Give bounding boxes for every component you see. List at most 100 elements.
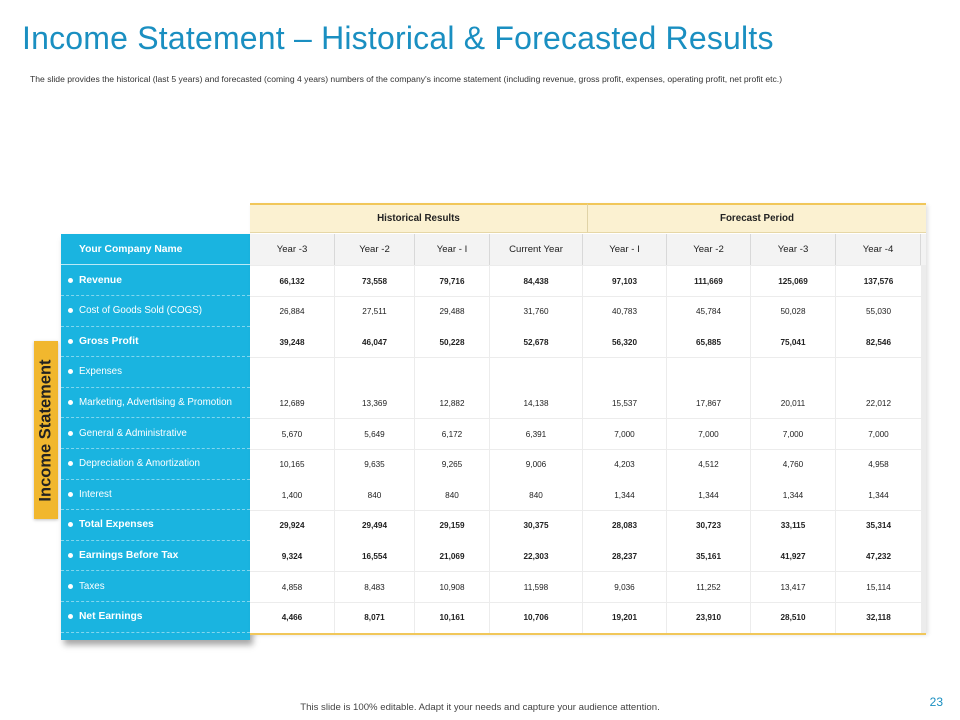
table-cell: 39,248 bbox=[250, 327, 334, 358]
table-cell: 10,908 bbox=[415, 572, 489, 602]
table-cell bbox=[751, 357, 835, 388]
table-cell: 1,344 bbox=[836, 480, 921, 511]
table-cell: 10,706 bbox=[490, 602, 582, 633]
table-row: 29,924 29,494 29,159 30,375 28,083 30,723 33,1… bbox=[250, 510, 926, 541]
table-cell: 1,344 bbox=[583, 480, 666, 511]
table-cell: 22,303 bbox=[490, 541, 582, 572]
table-cell: 840 bbox=[490, 480, 582, 511]
income-statement-table: Historical Results Forecast Period Year … bbox=[250, 203, 926, 635]
table-cell: 9,006 bbox=[490, 449, 582, 480]
table-cell: 55,030 bbox=[836, 296, 921, 327]
row-label-text: Gross Profit bbox=[79, 335, 139, 347]
table-cell: 28,510 bbox=[751, 602, 835, 633]
row-label: Expenses bbox=[61, 357, 250, 388]
table-cell: 84,438 bbox=[490, 266, 582, 296]
table-cell: 75,041 bbox=[751, 327, 835, 358]
table-cell: 20,011 bbox=[751, 388, 835, 419]
row-label: Net Earnings bbox=[61, 602, 250, 633]
table-cell: 12,882 bbox=[415, 388, 489, 419]
bullet-dot-icon bbox=[68, 583, 73, 589]
table-cell bbox=[583, 357, 666, 388]
table-cell: 52,678 bbox=[490, 327, 582, 358]
table-cell: 30,375 bbox=[490, 510, 582, 541]
table-cell: 41,927 bbox=[751, 541, 835, 572]
table-cell: 9,635 bbox=[335, 449, 414, 480]
table-cell: 47,232 bbox=[836, 541, 921, 572]
table-cell: 16,554 bbox=[335, 541, 414, 572]
table-cell: 30,723 bbox=[667, 510, 750, 541]
table-cell: 35,314 bbox=[836, 510, 921, 541]
row-label: Gross Profit bbox=[61, 326, 250, 358]
table-cell bbox=[667, 357, 750, 388]
table-cell: 11,252 bbox=[667, 572, 750, 602]
column-header: Year -3 bbox=[751, 234, 836, 265]
table-cell: 9,265 bbox=[415, 449, 489, 480]
table-cell: 8,483 bbox=[335, 572, 414, 602]
row-label-text: Earnings Before Tax bbox=[79, 549, 179, 561]
table-cell: 29,159 bbox=[415, 510, 489, 541]
table-cell: 1,344 bbox=[667, 480, 750, 511]
table-cell: 17,867 bbox=[667, 388, 750, 419]
table-cell: 4,512 bbox=[667, 449, 750, 480]
table-cell: 40,783 bbox=[583, 296, 666, 327]
bullet-dot-icon bbox=[68, 369, 73, 375]
table-cell: 26,884 bbox=[250, 296, 334, 327]
row-label-text: Interest bbox=[79, 488, 112, 500]
table-cell: 5,649 bbox=[335, 419, 414, 449]
table-cell: 4,203 bbox=[583, 449, 666, 480]
row-label-text: Marketing, Advertising & Promotion bbox=[79, 396, 233, 408]
table-cell: 19,201 bbox=[583, 602, 666, 633]
column-header: Year -3 bbox=[250, 234, 335, 265]
row-label: Cost of Goods Sold (COGS) bbox=[61, 296, 250, 327]
row-label: Taxes bbox=[61, 571, 250, 602]
table-cell: 10,161 bbox=[415, 602, 489, 633]
column-header: Year -4 bbox=[836, 234, 921, 265]
table-cell: 23,910 bbox=[667, 602, 750, 633]
table-cell: 8,071 bbox=[335, 602, 414, 633]
table-row: 26,884 27,511 29,488 31,760 40,783 45,784 50,0… bbox=[250, 296, 926, 327]
table-row: 4,858 8,483 10,908 11,598 9,036 11,252 13,417 1… bbox=[250, 572, 926, 602]
table-cell: 29,924 bbox=[250, 510, 334, 541]
row-label: Earnings Before Tax bbox=[61, 540, 250, 572]
table-cell: 28,237 bbox=[583, 541, 666, 572]
column-header: Current Year bbox=[490, 234, 583, 265]
table-row: 1,400 840 840 840 1,344 1,344 1,344 1,344 bbox=[250, 480, 926, 511]
table-cell: 1,344 bbox=[751, 480, 835, 511]
table-cell: 6,391 bbox=[490, 419, 582, 449]
table-cell: 21,069 bbox=[415, 541, 489, 572]
row-label-text: Depreciation & Amortization bbox=[79, 458, 200, 470]
bullet-dot-icon bbox=[68, 399, 73, 405]
bullet-dot-icon bbox=[68, 522, 73, 528]
table-row: 4,466 8,071 10,161 10,706 19,201 23,910 28,510… bbox=[250, 602, 926, 633]
table-cell: 5,670 bbox=[250, 419, 334, 449]
row-label: Total Expenses bbox=[61, 510, 250, 541]
column-header: Year -2 bbox=[335, 234, 415, 265]
table-cell: 82,546 bbox=[836, 327, 921, 358]
column-header: Year - I bbox=[583, 234, 667, 265]
table-cell: 7,000 bbox=[667, 419, 750, 449]
table-cell: 66,132 bbox=[250, 266, 334, 296]
table-cell bbox=[836, 357, 921, 388]
table-cell: 22,012 bbox=[836, 388, 921, 419]
bullet-dot-icon bbox=[68, 491, 73, 497]
table-cell bbox=[250, 357, 334, 388]
table-cell: 45,784 bbox=[667, 296, 750, 327]
forecast-period-header: Forecast Period bbox=[588, 203, 926, 233]
table-cell: 15,114 bbox=[836, 572, 921, 602]
table-row: 39,248 46,047 50,228 52,678 56,320 65,885 75,0… bbox=[250, 327, 926, 358]
row-label: Marketing, Advertising & Promotion bbox=[61, 387, 250, 419]
bullet-dot-icon bbox=[68, 308, 73, 314]
table-row: 5,670 5,649 6,172 6,391 7,000 7,000 7,000 7,000 bbox=[250, 419, 926, 449]
table-cell: 28,083 bbox=[583, 510, 666, 541]
historical-results-header: Historical Results bbox=[250, 203, 588, 233]
row-label: Interest bbox=[61, 479, 250, 511]
table-cell: 13,417 bbox=[751, 572, 835, 602]
table-cell: 14,138 bbox=[490, 388, 582, 419]
table-cell: 9,036 bbox=[583, 572, 666, 602]
row-label-text: Revenue bbox=[79, 274, 122, 286]
company-name-label: Your Company Name bbox=[61, 234, 250, 265]
table-cell: 29,494 bbox=[335, 510, 414, 541]
table-row: 12,689 13,369 12,882 14,138 15,537 17,867 20,0… bbox=[250, 388, 926, 419]
bullet-dot-icon bbox=[68, 277, 73, 283]
table-cell: 97,103 bbox=[583, 266, 666, 296]
